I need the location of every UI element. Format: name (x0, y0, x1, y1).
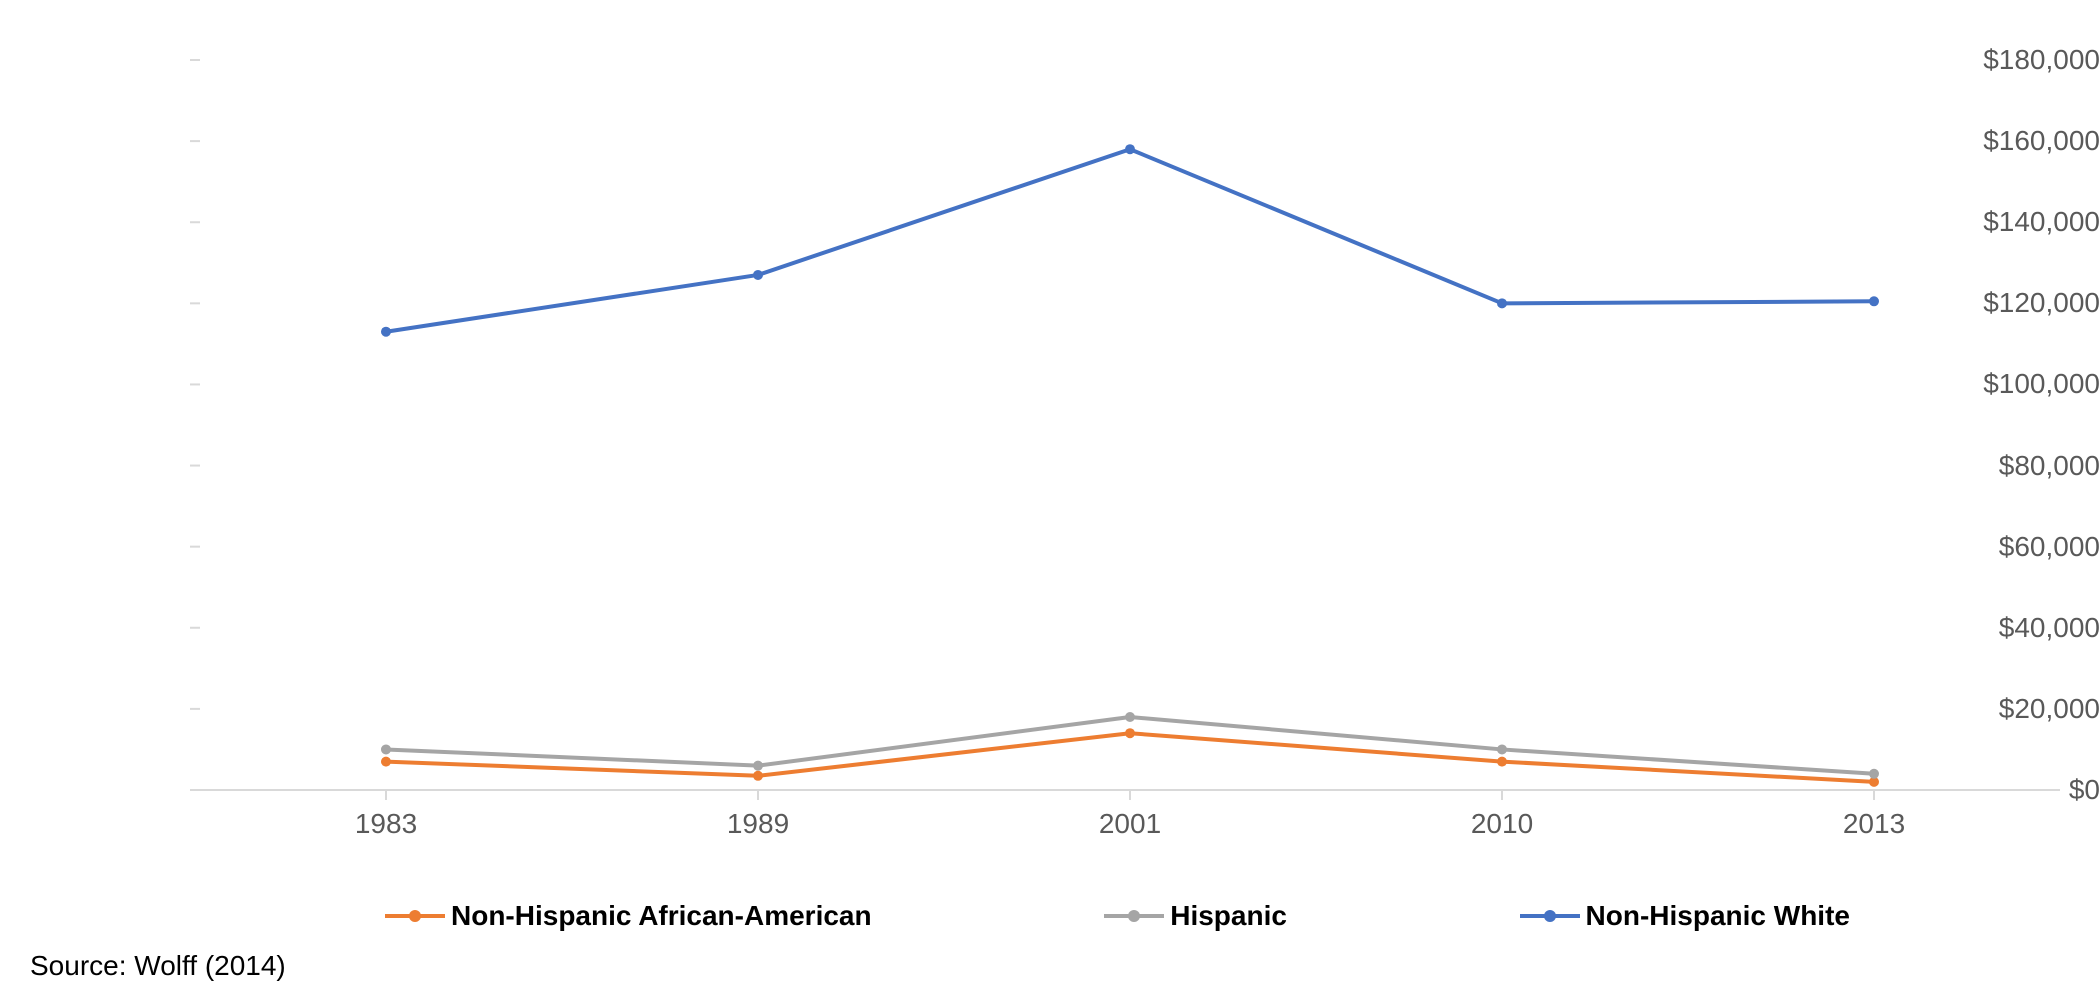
legend-item: Non-Hispanic African-American (385, 900, 872, 932)
legend-label: Non-Hispanic African-American (451, 900, 872, 932)
legend-marker-icon (385, 908, 445, 924)
legend-item: Non-Hispanic White (1520, 900, 1850, 932)
y-tick-label: $160,000 (1920, 125, 2100, 157)
y-tick-label: $180,000 (1920, 44, 2100, 76)
x-tick-label: 2013 (1843, 808, 1905, 840)
y-tick-label: $40,000 (1920, 612, 2100, 644)
y-tick-label: $80,000 (1920, 450, 2100, 482)
legend-marker-icon (1104, 908, 1164, 924)
legend-label: Hispanic (1170, 900, 1287, 932)
chart-canvas (0, 0, 2100, 1005)
line-chart: $0 $20,000 $40,000 $60,000 $80,000 $100,000 $1… (0, 0, 2100, 1005)
y-tick-label: $20,000 (1920, 693, 2100, 725)
x-tick-label: 2010 (1471, 808, 1533, 840)
y-tick-label: $140,000 (1920, 206, 2100, 238)
legend-marker-icon (1520, 908, 1580, 924)
legend-item: Hispanic (1104, 900, 1287, 932)
x-tick-label: 1983 (355, 808, 417, 840)
x-tick-label: 2001 (1099, 808, 1161, 840)
y-tick-label: $0 (1920, 774, 2100, 806)
y-tick-label: $120,000 (1920, 287, 2100, 319)
source-note: Source: Wolff (2014) (30, 950, 286, 982)
x-tick-label: 1989 (727, 808, 789, 840)
legend: Non-Hispanic African-American Hispanic Non… (385, 900, 1850, 932)
y-tick-label: $100,000 (1920, 368, 2100, 400)
y-tick-label: $60,000 (1920, 531, 2100, 563)
legend-label: Non-Hispanic White (1586, 900, 1850, 932)
